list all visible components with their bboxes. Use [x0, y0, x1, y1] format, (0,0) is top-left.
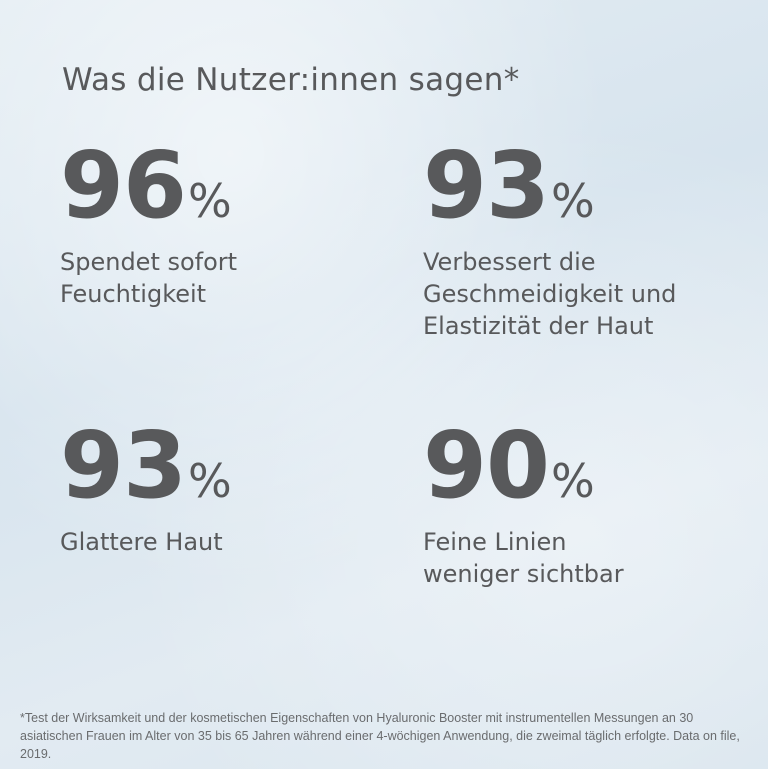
stat-unit: % [188, 454, 232, 508]
stat-label: Feine Linien weniger sichtbar [423, 528, 624, 588]
stat-unit: % [551, 174, 595, 228]
stat-value: 93% [423, 140, 676, 232]
stat-number: 93 [423, 132, 550, 239]
page-title: Was die Nutzer:innen sagen* [62, 62, 520, 98]
stat-fine-lines: 90% Feine Linien weniger sichtbar [423, 420, 624, 590]
stat-hydration: 96% Spendet sofort Feuchtigkeit [60, 140, 237, 310]
stat-label: Spendet sofort Feuchtigkeit [60, 248, 238, 308]
stat-elasticity: 93% Verbessert die Geschmeidigkeit und E… [423, 140, 676, 342]
stat-value: 90% [423, 420, 624, 512]
stat-label: Glattere Haut [60, 528, 223, 556]
stat-value: 93% [60, 420, 232, 512]
stat-smoother-skin: 93% Glattere Haut [60, 420, 232, 558]
stat-number: 96 [60, 132, 187, 239]
stat-number: 90 [423, 412, 550, 519]
stat-unit: % [551, 454, 595, 508]
stat-value: 96% [60, 140, 237, 232]
stat-unit: % [188, 174, 232, 228]
footnote: *Test der Wirksamkeit und der kosmetisch… [20, 711, 740, 761]
stat-number: 93 [60, 412, 187, 519]
stat-label: Verbessert die Geschmeidigkeit und Elast… [423, 248, 677, 340]
